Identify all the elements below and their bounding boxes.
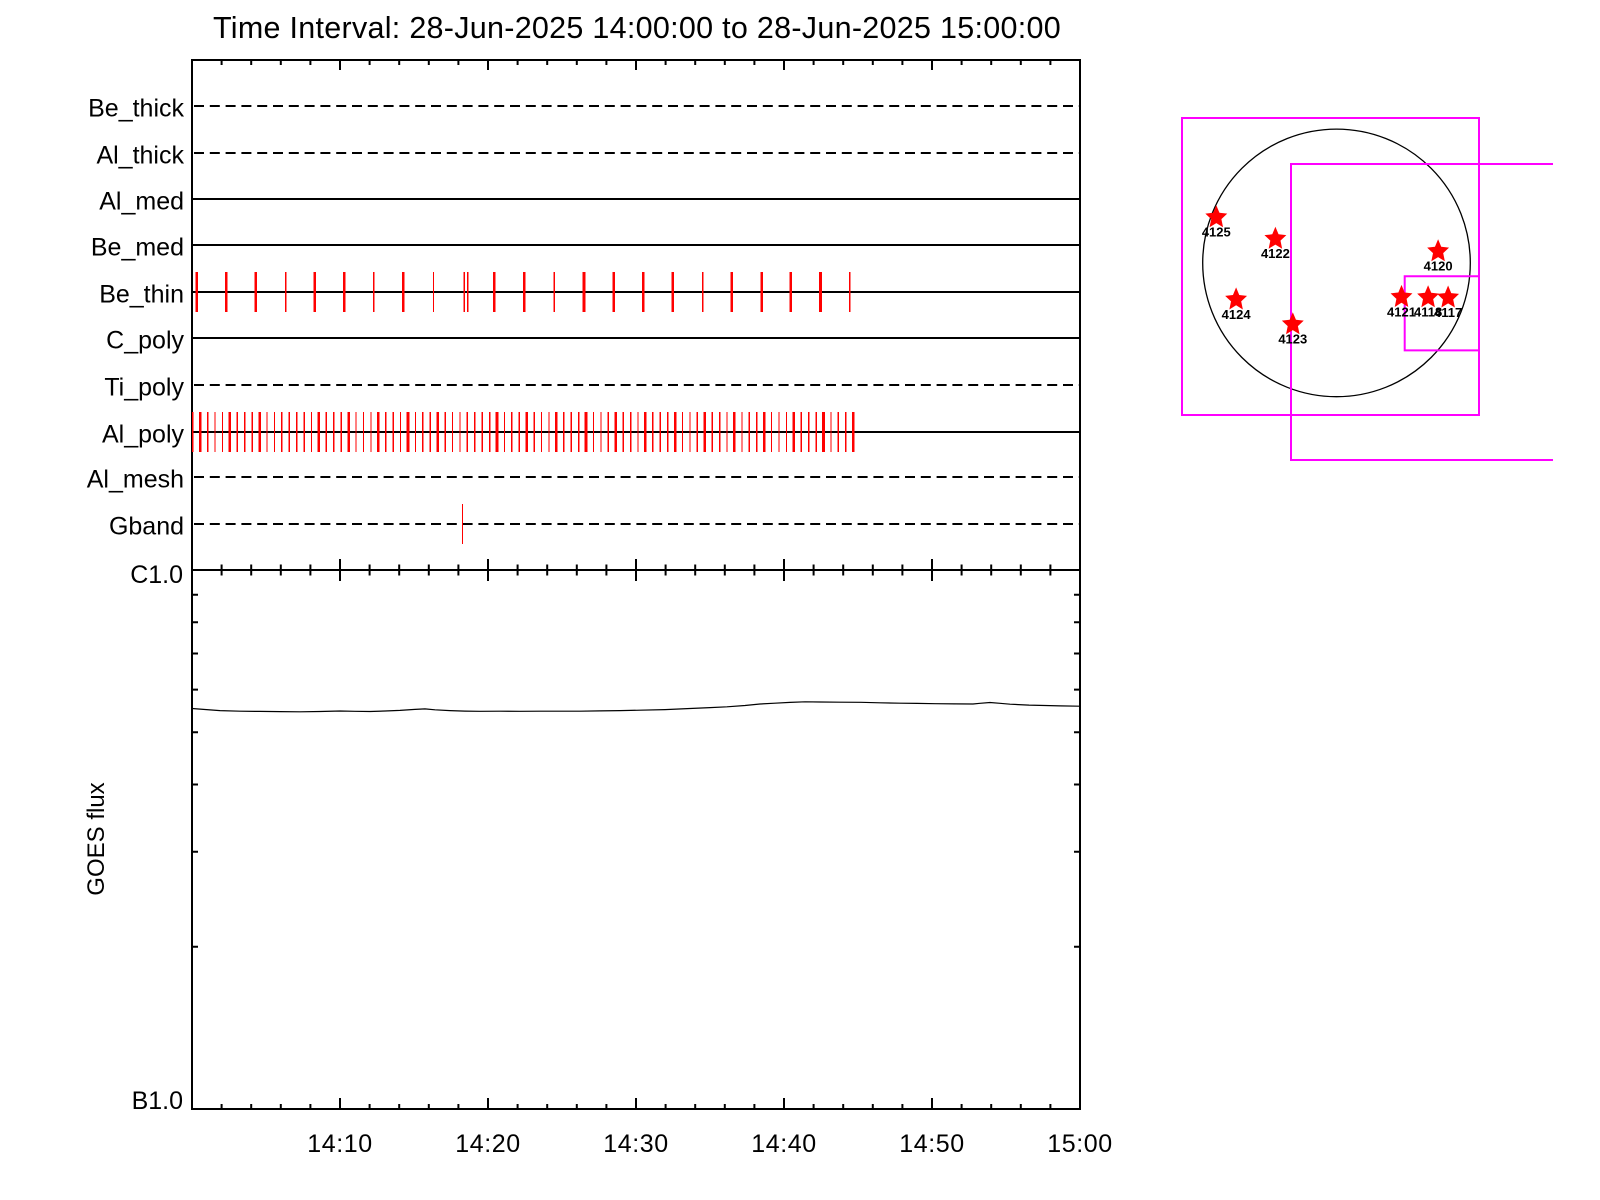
svg-text:Be_thick: Be_thick [88,95,184,123]
svg-text:4122: 4122 [1261,246,1290,261]
svg-text:4121: 4121 [1387,304,1416,319]
svg-text:4120: 4120 [1424,259,1453,274]
svg-text:4125: 4125 [1202,225,1231,240]
svg-text:4124: 4124 [1222,307,1252,322]
svg-text:Al_med: Al_med [99,188,184,216]
svg-text:B1.0: B1.0 [132,1087,183,1115]
svg-text:Time Interval: 28-Jun-2025 14:: Time Interval: 28-Jun-2025 14:00:00 to 2… [213,11,1061,45]
svg-text:GOES flux: GOES flux [83,782,110,895]
svg-text:4123: 4123 [1278,332,1307,347]
svg-text:Al_thick: Al_thick [96,142,184,170]
svg-text:Be_med: Be_med [91,234,184,262]
svg-text:14:10: 14:10 [307,1130,373,1158]
svg-text:Al_mesh: Al_mesh [87,466,184,494]
svg-text:4118: 4118 [1414,305,1442,320]
svg-text:14:50: 14:50 [899,1130,965,1158]
svg-text:4117: 4117 [1434,305,1462,320]
svg-text:Gband: Gband [109,513,184,541]
svg-text:14:40: 14:40 [751,1130,817,1158]
svg-text:Be_thin: Be_thin [99,281,184,309]
svg-text:C1.0: C1.0 [130,561,183,589]
svg-text:Ti_poly: Ti_poly [104,374,184,402]
svg-text:C_poly: C_poly [106,327,184,355]
svg-text:Al_poly: Al_poly [102,421,184,449]
svg-text:14:20: 14:20 [455,1130,521,1158]
svg-text:15:00: 15:00 [1047,1130,1113,1158]
svg-text:14:30: 14:30 [603,1130,669,1158]
